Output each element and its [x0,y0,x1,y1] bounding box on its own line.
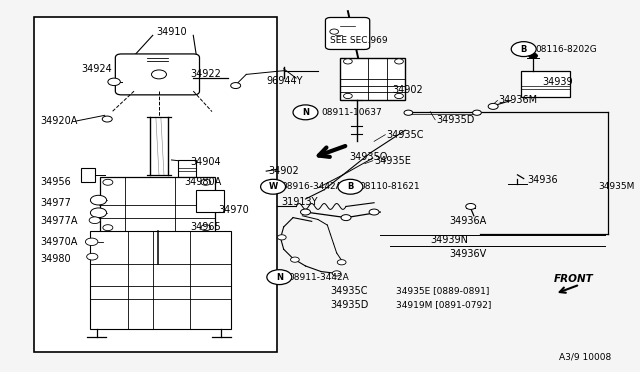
Circle shape [344,59,352,64]
Circle shape [395,59,403,64]
Text: 34956: 34956 [40,177,71,187]
Bar [100,177,215,232]
Bar [196,190,225,212]
FancyBboxPatch shape [115,54,200,95]
Circle shape [338,179,363,194]
Circle shape [260,179,285,194]
Text: 34980A: 34980A [184,177,221,187]
Circle shape [86,253,98,260]
Text: 34936A: 34936A [449,217,486,226]
Text: 34936: 34936 [527,176,557,185]
Text: B: B [520,45,527,54]
Circle shape [488,103,498,109]
Text: 34965: 34965 [190,222,221,232]
Bar [35,17,278,352]
Text: 34939N: 34939N [430,235,468,245]
Circle shape [332,271,341,276]
Text: B: B [347,182,353,191]
Text: 34935E [0889-0891]: 34935E [0889-0891] [396,286,489,295]
Text: 34977: 34977 [40,198,72,208]
Circle shape [103,179,113,185]
Text: 34920A: 34920A [40,116,78,126]
Text: 96944Y: 96944Y [266,76,302,86]
Circle shape [89,217,100,224]
Text: A3/9 10008: A3/9 10008 [559,353,611,362]
Text: 08911-3442A: 08911-3442A [288,273,349,282]
Circle shape [108,78,120,86]
Circle shape [85,238,98,246]
Bar [520,71,570,97]
Text: 08916-3442A: 08916-3442A [282,182,342,191]
Circle shape [341,215,351,221]
Text: 34977A: 34977A [40,217,78,226]
Text: N: N [302,108,309,117]
Text: 08110-81621: 08110-81621 [359,182,420,191]
Circle shape [301,209,310,215]
Text: FRONT: FRONT [554,274,593,284]
Circle shape [201,179,211,185]
Text: 34980: 34980 [40,254,71,263]
Circle shape [511,42,536,57]
Circle shape [293,105,318,120]
Text: 34924: 34924 [81,64,112,74]
Circle shape [344,93,352,99]
Bar [81,168,95,182]
Text: N: N [276,273,283,282]
Text: 34935E: 34935E [374,156,411,166]
Circle shape [278,235,286,240]
Text: 08911-10637: 08911-10637 [321,108,382,117]
Circle shape [152,70,166,79]
Circle shape [404,110,413,115]
Text: SEE SEC.969: SEE SEC.969 [330,36,388,45]
Text: 34902: 34902 [268,166,299,176]
Text: 34935D: 34935D [330,300,369,310]
Text: 34922: 34922 [190,70,221,79]
Circle shape [102,116,112,122]
Text: 31913Y: 31913Y [282,197,318,206]
Circle shape [330,29,339,34]
Text: 34910: 34910 [156,27,187,36]
Text: 34935C: 34935C [330,286,368,296]
Bar [90,231,230,329]
FancyBboxPatch shape [326,17,370,49]
Text: 34970: 34970 [218,205,249,215]
Circle shape [90,208,107,218]
Text: 34935Q: 34935Q [349,152,387,162]
Text: 34904: 34904 [190,157,221,167]
Text: 34970A: 34970A [40,237,78,247]
Text: 08116-8202G: 08116-8202G [535,45,596,54]
Circle shape [472,110,481,115]
Text: 34935D: 34935D [436,115,475,125]
Text: 34902: 34902 [393,85,424,95]
Circle shape [369,209,379,215]
Circle shape [230,83,241,89]
Circle shape [291,257,300,262]
Text: 34935C: 34935C [387,130,424,140]
Text: 34936V: 34936V [449,249,486,259]
Text: 34935M: 34935M [598,182,635,190]
Text: 34939: 34939 [543,77,573,87]
Circle shape [395,93,403,99]
Circle shape [337,260,346,265]
Circle shape [529,53,538,58]
Circle shape [201,225,211,231]
Circle shape [90,195,107,205]
Text: W: W [268,182,278,191]
Circle shape [267,270,292,285]
Text: 34936M: 34936M [499,96,538,105]
Text: 34919M [0891-0792]: 34919M [0891-0792] [396,300,492,309]
Circle shape [103,225,113,231]
Circle shape [466,203,476,209]
Bar [178,160,196,177]
Bar [340,58,405,100]
